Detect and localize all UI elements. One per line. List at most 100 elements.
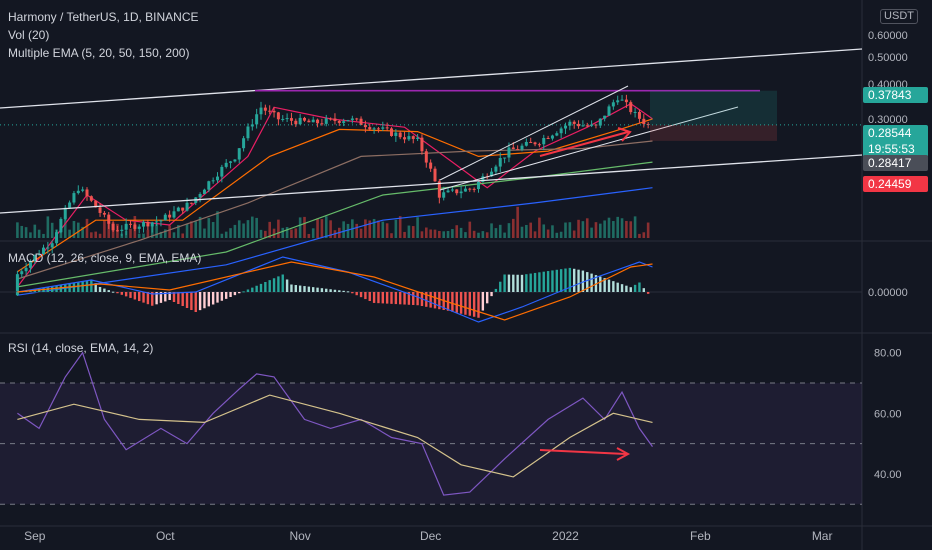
volume-bar — [638, 233, 641, 238]
macd-histogram-bar — [207, 292, 210, 307]
macd-tick-label: 0.00000 — [868, 287, 908, 299]
macd-histogram-bar — [111, 291, 115, 293]
candle-body — [363, 125, 367, 128]
candle-body — [42, 247, 45, 254]
target-zone — [650, 90, 777, 125]
volume-bar — [398, 216, 402, 238]
candle-body — [155, 221, 159, 223]
macd-histogram-bar — [129, 292, 132, 298]
rsi-arrowhead — [616, 447, 631, 461]
volume-bar — [37, 229, 41, 238]
macd-histogram-bar — [490, 292, 493, 297]
volume-bar — [372, 218, 376, 238]
candle-body — [559, 128, 563, 134]
macd-histogram-bar — [472, 292, 476, 317]
candle-body — [137, 226, 141, 229]
channel-upper-line — [0, 48, 863, 109]
candle-body — [424, 151, 428, 163]
macd-histogram-bar — [599, 276, 602, 292]
macd-histogram-bar — [312, 287, 315, 292]
rsi-series-line — [17, 351, 653, 496]
macd-histogram-bar — [555, 269, 558, 292]
price-label-box — [863, 125, 928, 157]
macd-histogram-bar — [142, 292, 145, 303]
volume-bar — [46, 216, 50, 238]
volume-bar — [516, 206, 519, 238]
candle-body — [394, 132, 398, 136]
volume-bar — [607, 217, 611, 238]
candle-body — [94, 200, 98, 208]
candle-body — [355, 118, 359, 120]
candle-body — [159, 220, 163, 222]
volume-bar — [168, 225, 171, 238]
volume-bar — [68, 229, 71, 238]
candle-body — [442, 192, 446, 198]
macd-histogram-bar — [346, 291, 350, 293]
macd-histogram-bar — [194, 292, 197, 312]
macd-histogram-bar — [298, 285, 302, 292]
candle-body — [337, 120, 341, 123]
macd-histogram-bar — [412, 292, 415, 306]
volume-bar — [633, 216, 637, 238]
macd-histogram-bar — [629, 287, 632, 292]
candle-body — [24, 267, 28, 272]
candle-body — [276, 112, 280, 120]
macd-histogram-bar — [59, 284, 63, 292]
macd-histogram-bar — [151, 292, 154, 306]
candle-body — [289, 118, 293, 121]
candle-body — [637, 111, 641, 119]
candle-body — [229, 161, 233, 163]
macd-histogram-bar — [264, 282, 267, 292]
volume-bar — [190, 221, 193, 238]
candle-body — [224, 162, 228, 167]
macd-histogram-bar — [525, 274, 528, 292]
candle-body — [129, 223, 132, 225]
candle-body — [524, 141, 528, 146]
volume-bar — [585, 218, 589, 238]
price-arrowhead — [617, 127, 632, 142]
macd-histogram-bar — [459, 292, 463, 314]
volume-bar — [411, 226, 415, 238]
candle-body — [146, 221, 150, 227]
macd-histogram-bar — [590, 273, 593, 292]
volume-bar — [446, 230, 450, 238]
macd-histogram-bar — [233, 292, 237, 296]
volume-bar — [494, 228, 498, 238]
volume-bar — [33, 224, 37, 238]
price-countdown: 19:55:53 — [868, 142, 915, 156]
candle-body — [542, 137, 546, 145]
macd-histogram-bar — [385, 292, 389, 304]
macd-histogram-bar — [85, 280, 89, 292]
macd-histogram-bar — [172, 292, 176, 302]
candle-body — [303, 117, 306, 121]
currency-badge[interactable]: USDT — [880, 9, 918, 24]
candle-body — [55, 232, 59, 244]
volume-bar — [194, 221, 198, 238]
price-tick-label: 0.60000 — [868, 30, 908, 42]
macd-histogram-bar — [586, 272, 589, 292]
volume-bar — [572, 230, 576, 238]
macd-histogram-bar — [559, 269, 563, 292]
candle-body — [490, 171, 494, 177]
macd-histogram-bar — [211, 292, 215, 305]
legend-volume: Vol (20) — [8, 28, 50, 42]
volume-bar — [485, 232, 489, 238]
volume-bar — [616, 216, 619, 238]
volume-bar — [559, 231, 563, 238]
candle-body — [550, 135, 554, 139]
stop-zone — [650, 124, 777, 141]
candle-body — [168, 214, 172, 218]
volume-bar — [203, 228, 206, 238]
macd-histogram-bar — [620, 284, 624, 292]
candle-body — [246, 126, 250, 139]
volume-bar — [324, 216, 328, 238]
volume-bar — [181, 233, 184, 238]
volume-bar — [255, 217, 258, 238]
volume-bar — [490, 223, 493, 238]
candle-body — [385, 127, 389, 129]
candle-body — [381, 127, 385, 129]
candle-body — [572, 121, 576, 124]
macd-histogram-bar — [120, 292, 123, 295]
candle-body — [390, 128, 393, 136]
